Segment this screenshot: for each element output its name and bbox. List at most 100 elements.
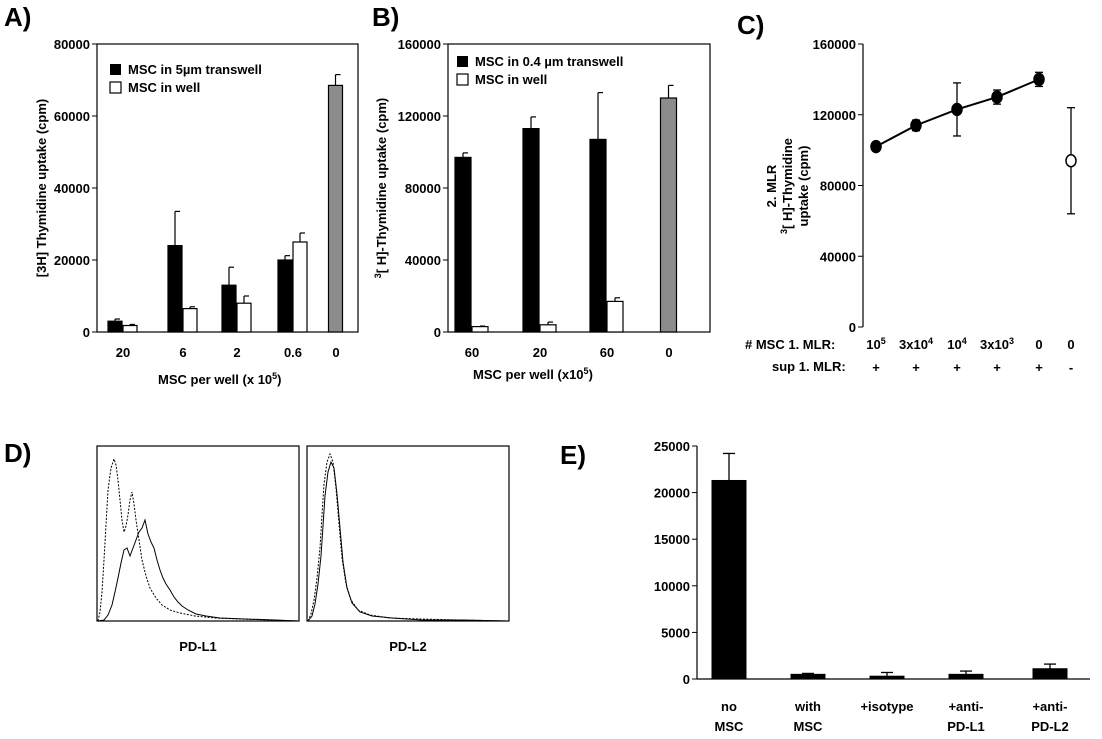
chart-c-x-tick-base: 3x10	[899, 337, 928, 352]
chart-a-x-tick-label: 6	[179, 345, 186, 360]
chart-a-x-label-end: )	[277, 372, 281, 387]
chart-b-bar	[471, 326, 489, 333]
chart-a-bar	[122, 324, 138, 333]
chart-a-y-tick-label: 0	[83, 325, 90, 340]
chart-b-x-label: MSC per well (x105)	[473, 366, 593, 382]
chart-b-bar	[454, 156, 472, 333]
chart-c-x-tick-sup: 4	[962, 336, 967, 346]
chart-c-x-tick-label: 104	[947, 336, 966, 352]
chart-e: 0 5000 10000 15000 20000 25000 no MSC with MSC +i…	[654, 439, 1090, 734]
histogram-pd-l1-frame	[96, 445, 300, 622]
chart-b-x-tick-label: 60	[465, 345, 479, 360]
chart-e-y-ticks: 0 5000 10000 15000 20000 25000	[654, 439, 697, 687]
chart-b-x-tick-label: 60	[600, 345, 614, 360]
chart-b-bar	[539, 324, 557, 333]
chart-b-x-label-end: )	[589, 367, 593, 382]
chart-e-bar	[790, 673, 826, 680]
chart-c-sup-mark: +	[1035, 360, 1043, 375]
chart-b-y-tick-label: 80000	[405, 181, 441, 196]
chart-c-x-tick-sup: 5	[881, 336, 886, 346]
chart-b-x-label-main: MSC per well (x10	[473, 367, 584, 382]
chart-a-x-label-sup: 5	[272, 371, 277, 381]
chart-c-point	[951, 102, 963, 117]
chart-b-y-ticks: 0 40000 80000 120000 160000	[398, 37, 448, 340]
chart-a-x-tick-label: 0	[332, 345, 339, 360]
chart-b-x-tick-label: 20	[533, 345, 547, 360]
histogram-label-pd-l2: PD-L2	[389, 639, 427, 654]
chart-e-x-tick-line1: +anti-	[948, 699, 983, 714]
chart-a-legend-label-0: MSC in 5µm transwell	[128, 62, 262, 77]
chart-b-x-label-sup: 5	[584, 366, 589, 376]
chart-a: 0 20000 40000 60000 80000 20 6 2 0.6 0 MSC in 5µ…	[34, 37, 359, 387]
chart-c-x-tick-sup: 3	[1009, 336, 1014, 346]
chart-b-bar	[659, 97, 678, 333]
chart-c-x-tick-label: 0	[1067, 337, 1074, 352]
panel-label-b: B)	[372, 2, 399, 32]
chart-c-y-tick-label: 0	[849, 320, 856, 335]
chart-a-bars	[107, 73, 344, 333]
chart-e-x-tick-line1: with	[794, 699, 821, 714]
chart-a-y-ticks: 0 20000 40000 60000 80000	[54, 37, 97, 340]
chart-c-point	[1033, 72, 1045, 87]
panel-label-c: C)	[737, 10, 764, 40]
chart-c-point	[1065, 153, 1077, 168]
chart-a-y-label: [3H] Thymidine uptake (cpm)	[34, 99, 49, 277]
chart-c-point	[910, 118, 922, 133]
chart-c-x-tick-base: 10	[947, 337, 961, 352]
chart-b-legend-swatch-0	[457, 56, 468, 67]
chart-b-bar	[606, 300, 624, 333]
chart-b-legend-swatch-1	[456, 73, 469, 86]
chart-e-bar	[948, 673, 984, 680]
chart-c-x-tick-label: 3x104	[899, 336, 933, 352]
histogram-pd-l1-stain	[97, 518, 299, 622]
chart-a-x-ticks: 20 6 2 0.6 0	[116, 345, 340, 360]
chart-e-x-tick-line1: no	[721, 699, 737, 714]
chart-c-y-ticks: 0 40000 80000 120000 160000	[813, 37, 863, 335]
histogram-pd-l2-frame	[306, 445, 510, 622]
chart-e-x-tick-line2: PD-L2	[1031, 719, 1069, 734]
histogram-pd-l2-stain	[307, 460, 509, 622]
chart-c-x-tick-label: 105	[866, 336, 885, 352]
chart-b-y-label: 3[ H]-Thymidine uptake (cpm)	[373, 98, 389, 279]
histogram-label-pd-l1: PD-L1	[179, 639, 217, 654]
chart-c-sup-mark: +	[953, 360, 961, 375]
chart-e-y-tick-label: 10000	[654, 579, 690, 594]
chart-e-x-tick-line1: +isotype	[860, 699, 913, 714]
histogram-pd-l2-isotype	[307, 452, 509, 622]
chart-c-sup-mark: +	[912, 360, 920, 375]
chart-a-x-tick-label: 0.6	[284, 345, 302, 360]
chart-c-sup-mark: -	[1069, 360, 1073, 375]
chart-a-y-tick-label: 80000	[54, 37, 90, 52]
chart-b-bar	[589, 138, 607, 333]
chart-c-x-tick-label: 3x103	[980, 336, 1014, 352]
chart-b-legend-label-1: MSC in well	[475, 72, 547, 87]
chart-b-x-tick-label: 0	[665, 345, 672, 360]
chart-c-y-label-line2-main: [ H]-Thymidine	[780, 138, 795, 229]
chart-c-y-tick-label: 160000	[813, 37, 856, 52]
chart-c-x-tick-base: 0	[1035, 337, 1042, 352]
chart-c-point	[991, 90, 1003, 104]
panel-label-d: D)	[4, 438, 31, 468]
chart-e-x-tick-line2: PD-L1	[947, 719, 985, 734]
chart-a-legend-swatch-0	[110, 64, 121, 75]
panel-label-e: E)	[560, 440, 586, 470]
chart-c-x-tick-label: 0	[1035, 337, 1042, 352]
chart-a-bar	[277, 259, 293, 333]
chart-c-y-tick-label: 120000	[813, 108, 856, 123]
chart-e-y-tick-label: 25000	[654, 439, 690, 454]
chart-a-bar	[221, 284, 237, 333]
chart-c-x-tick-sup: 4	[928, 336, 933, 346]
chart-c-marks	[870, 71, 1077, 215]
chart-b-y-tick-label: 120000	[398, 109, 441, 124]
chart-e-x-tick-line1: +anti-	[1032, 699, 1067, 714]
chart-b-y-tick-label: 0	[434, 325, 441, 340]
chart-c-y-label-line3: uptake (cpm)	[796, 146, 811, 227]
chart-b-y-label-sup: 3	[373, 273, 383, 278]
chart-c-x-rows: 105+3x104+104+3x103+0+0-	[866, 336, 1074, 375]
chart-e-y-tick-label: 15000	[654, 532, 690, 547]
chart-a-bar	[327, 84, 344, 333]
chart-c-sup-mark: +	[993, 360, 1001, 375]
chart-e-bar	[1032, 668, 1068, 680]
chart-e-x-tick-line2: MSC	[715, 719, 745, 734]
